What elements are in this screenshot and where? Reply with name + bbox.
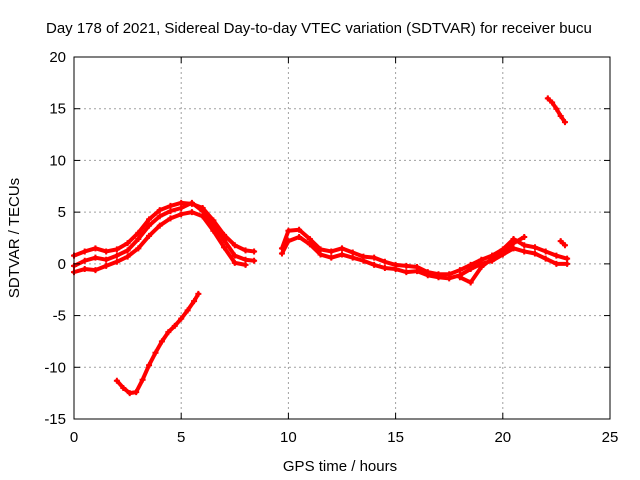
data-trace-segment [125, 237, 141, 253]
data-trace-segment [500, 241, 516, 256]
data-trace-segment [297, 234, 312, 247]
data-trace-segment [211, 222, 227, 243]
x-tick-label: 20 [494, 429, 511, 446]
data-trace-segment [125, 246, 141, 259]
data-trace-segment [468, 264, 484, 285]
y-tick-label: 0 [58, 256, 66, 273]
data-point [564, 255, 571, 262]
x-tick-label: 5 [177, 429, 185, 446]
data-trace-segment [297, 227, 312, 242]
y-tick-label: 20 [49, 49, 66, 66]
plot-area [74, 57, 610, 419]
y-tick-label: 10 [49, 152, 66, 169]
data-trace-segment [157, 216, 173, 228]
y-tick-label: -15 [44, 411, 66, 428]
y-tick-label: 15 [49, 101, 66, 118]
data-trace-segment [147, 214, 162, 228]
y-tick-label: 5 [58, 204, 66, 221]
data-point [242, 261, 249, 268]
data-trace-segment [125, 230, 141, 246]
data-trace-segment [134, 377, 145, 395]
y-tick-label: -10 [44, 359, 66, 376]
data-trace-segment [500, 237, 516, 252]
data-trace-segment [307, 242, 323, 257]
data-trace-segment [136, 217, 152, 235]
data-trace-segment [136, 223, 152, 242]
data-trace-segment [457, 267, 473, 278]
series-trace-d [278, 226, 571, 278]
axis-ticks: 0 5 10 15 20 25 -15 -10 -5 0 5 10 15 20 [44, 49, 618, 446]
data-point [251, 257, 258, 264]
data-point [521, 233, 528, 240]
y-axis-label: SDTVAR / TECUs [6, 178, 23, 298]
data-trace-segment [479, 256, 495, 269]
x-tick-label: 10 [280, 429, 297, 446]
data-trace-segment [490, 247, 505, 258]
data-trace-segment [211, 218, 227, 237]
data-trace-segment [222, 232, 237, 248]
data-trace-segment [211, 228, 227, 250]
data-trace-segment [189, 200, 205, 214]
x-tick-label: 25 [602, 429, 619, 446]
data-trace-segment [222, 238, 237, 258]
data-point [564, 260, 571, 267]
data-trace-segment [140, 363, 152, 382]
data-trace-segment [114, 241, 130, 252]
data-point [561, 119, 568, 126]
x-tick-label: 15 [387, 429, 404, 446]
x-axis-label: GPS time / hours [283, 458, 397, 475]
data-points [71, 95, 571, 397]
y-tick-label: -5 [53, 308, 66, 325]
data-trace-segment [153, 339, 164, 355]
data-point [251, 248, 258, 255]
series-trace-h [544, 95, 568, 126]
data-trace-segment [279, 228, 291, 251]
data-trace-segment [307, 237, 323, 252]
data-trace-segment [147, 208, 162, 222]
series-trace-f [456, 233, 528, 286]
series-trace-c [71, 209, 249, 276]
data-point [561, 242, 568, 249]
data-trace-segment [511, 234, 527, 246]
data-trace-segment [200, 214, 216, 233]
plot-border [73, 56, 611, 420]
data-trace-segment [136, 233, 152, 251]
x-tick-label: 0 [70, 429, 78, 446]
grid-lines [74, 57, 610, 419]
data-trace-segment [200, 206, 216, 223]
data-trace-segment [279, 239, 291, 256]
data-point [195, 290, 202, 297]
chart-title: Day 178 of 2021, Sidereal Day-to-day VTE… [46, 20, 592, 37]
series-trace-g [113, 290, 202, 397]
data-trace-segment [200, 209, 216, 227]
data-trace-segment [222, 245, 237, 265]
series-trace-i [557, 238, 568, 249]
data-trace-segment [147, 350, 158, 368]
data-trace-segment [147, 223, 162, 238]
